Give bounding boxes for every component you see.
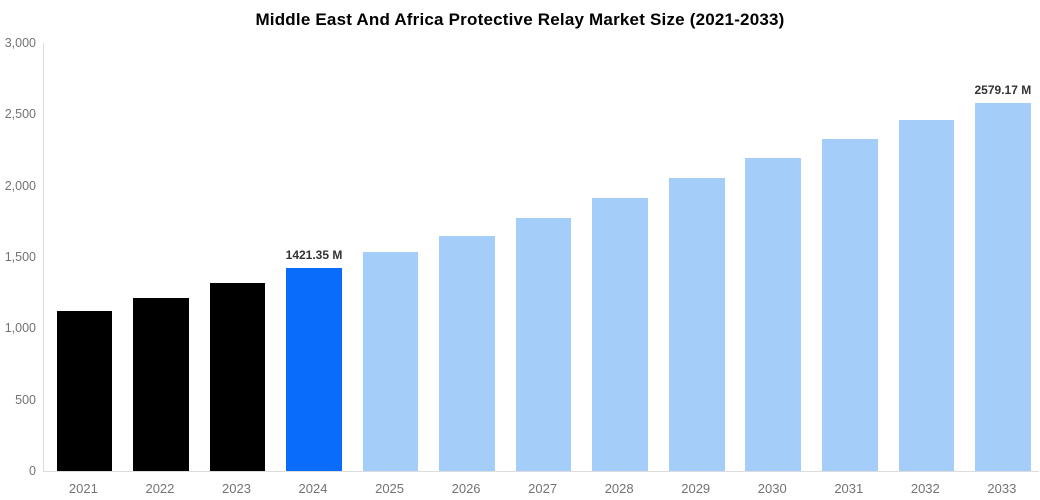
bar-2032[interactable]: [898, 120, 955, 471]
bar-2022[interactable]: [133, 297, 189, 471]
bar-2026[interactable]: [439, 236, 495, 471]
bar-value-label-2033: 2579.17 M: [974, 83, 1032, 98]
bar-2027[interactable]: [515, 217, 572, 471]
x-tick-2022: 2022: [145, 481, 175, 496]
bar-2025[interactable]: [362, 252, 419, 471]
x-tick-2033: 2033: [987, 481, 1017, 496]
x-tick-2032: 2032: [910, 481, 940, 496]
bar-value-label-2024: 1421.35 M: [285, 248, 343, 263]
bar-2029[interactable]: [668, 178, 725, 471]
bar-2024[interactable]: [286, 268, 342, 471]
y-tick-3000: 3,000: [4, 36, 36, 50]
bar-2030[interactable]: [745, 158, 802, 471]
y-tick-2000: 2,000: [4, 178, 36, 193]
x-tick-2025: 2025: [375, 481, 405, 496]
y-tick-1000: 1,000: [4, 321, 36, 336]
x-tick-2027: 2027: [528, 481, 558, 496]
y-tick-1500: 1,500: [4, 250, 36, 264]
y-tick-500: 500: [15, 392, 36, 407]
bar-2023[interactable]: [209, 282, 266, 471]
x-tick-2029: 2029: [681, 481, 711, 496]
bar-2021[interactable]: [56, 311, 113, 471]
bar-2028[interactable]: [592, 198, 648, 471]
x-tick-2028: 2028: [604, 481, 634, 496]
chart-title: Middle East And Africa Protective Relay …: [255, 10, 785, 29]
x-tick-2031: 2031: [834, 481, 864, 496]
x-tick-2026: 2026: [451, 481, 481, 496]
x-tick-2023: 2023: [222, 481, 251, 496]
x-tick-2024: 2024: [298, 481, 328, 496]
y-tick-0: 0: [29, 464, 36, 478]
y-tick-2500: 2,500: [4, 107, 36, 122]
x-tick-2021: 2021: [68, 481, 98, 496]
plot-area: 1421.35 M 2579.17 M: [43, 43, 1039, 472]
bar-2033[interactable]: [975, 103, 1031, 471]
x-tick-2030: 2030: [757, 481, 787, 496]
bar-2031[interactable]: [821, 139, 878, 471]
